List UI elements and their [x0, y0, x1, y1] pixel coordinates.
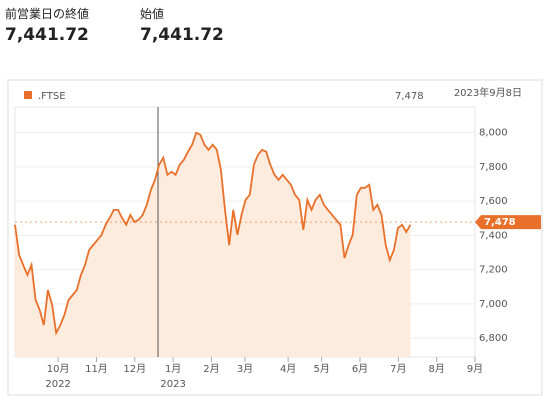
- x-tick-label: 11月: [85, 363, 108, 375]
- x-tick-label: 1月: [165, 363, 181, 375]
- line: [14, 131, 412, 336]
- year-label: 2023: [160, 379, 185, 390]
- x-tick-label: 8月: [428, 363, 444, 375]
- x-tick-label: 3月: [237, 363, 253, 375]
- x-tick-label: 9月: [467, 363, 483, 375]
- y-tick-label: 7,200: [479, 265, 508, 276]
- y-tick-label: 7,000: [479, 299, 508, 310]
- last-badge-label: 7,478: [484, 217, 516, 228]
- open-value: 7,441.72: [140, 25, 224, 45]
- legend-label: .FTSE: [38, 91, 66, 102]
- x-tick-label: 6月: [352, 363, 368, 375]
- area: [15, 132, 411, 357]
- legend-swatch: [24, 91, 32, 99]
- open-label: 始値: [140, 7, 165, 21]
- x-tick-label: 7月: [390, 363, 406, 375]
- last-value: 7,478: [395, 91, 424, 102]
- y-tick-label: 7,600: [479, 196, 508, 207]
- x-tick-label: 2月: [203, 363, 219, 375]
- close-value: 7,441.72: [5, 25, 89, 45]
- x-tick-label: 4月: [280, 363, 296, 375]
- x-tick-label: 5月: [313, 363, 329, 375]
- last-badge: [475, 215, 541, 230]
- y-tick-label: 7,800: [479, 162, 508, 173]
- y-tick-label: 6,800: [479, 333, 508, 344]
- x-tick-label: 12月: [123, 363, 146, 375]
- x-tick-label: 10月: [47, 363, 70, 375]
- year-label: 2022: [45, 379, 70, 390]
- y-tick-label: 7,400: [479, 230, 508, 241]
- close-label: 前営業日の終値: [5, 7, 90, 21]
- date: 2023年9月8日: [454, 86, 522, 99]
- y-tick-label: 8,000: [479, 128, 508, 139]
